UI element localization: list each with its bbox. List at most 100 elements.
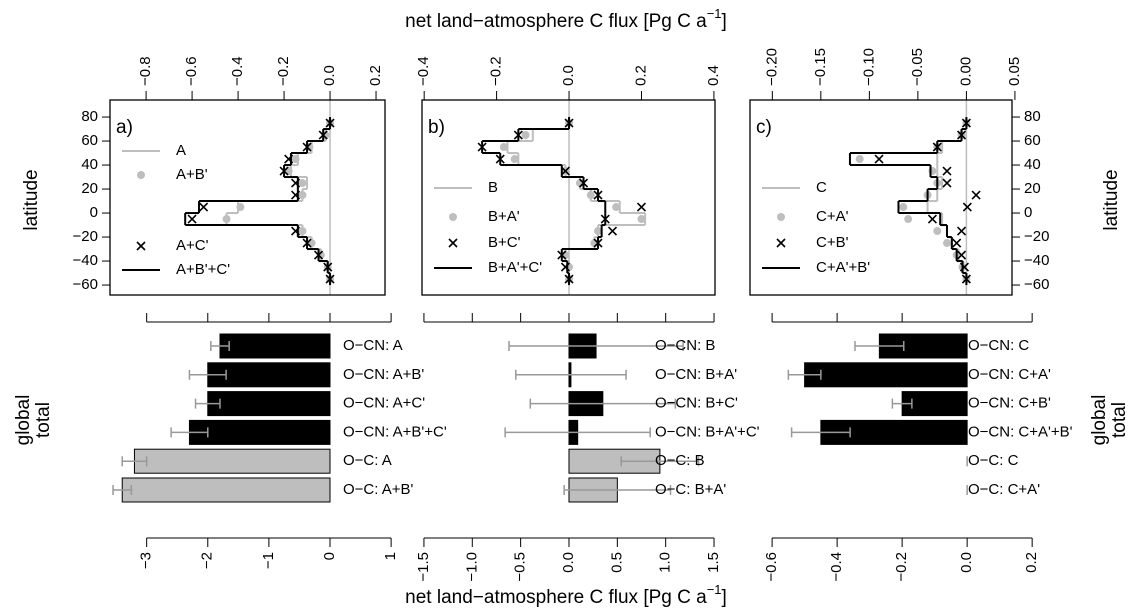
- point: [222, 215, 231, 224]
- point: [236, 203, 245, 212]
- legend-label: A+B': [176, 166, 208, 183]
- legend-label: A+B'+C': [176, 261, 230, 278]
- point: [612, 203, 621, 212]
- x-tick-label: −0.6: [763, 552, 780, 582]
- x-tick-label: −2: [199, 552, 216, 569]
- bar-label: O−CN: B+A'+C': [655, 423, 760, 440]
- x-tick-label: 0.2: [632, 65, 649, 86]
- x-tick-label: 0.0: [958, 552, 975, 573]
- bar-label: O−CN: A: [343, 337, 403, 354]
- legend-marker: [449, 213, 457, 221]
- y-axis-label: latitude: [1101, 169, 1122, 230]
- point: [199, 202, 209, 212]
- point: [499, 143, 508, 152]
- x-tick-label: −0.4: [229, 56, 246, 86]
- error-bar: [563, 485, 672, 495]
- legend-label: A+C': [176, 237, 209, 254]
- error-bar: [891, 398, 913, 409]
- x-tick-label: 0.2: [367, 65, 384, 86]
- bar-label: O−CN: C: [968, 337, 1029, 354]
- x-label-end: ]: [722, 11, 727, 32]
- point: [899, 203, 908, 212]
- bar-label: O−C: C: [968, 452, 1019, 469]
- y-tick-label: −40: [1024, 252, 1049, 269]
- bar: [901, 391, 968, 417]
- x-tick-label: 0: [321, 552, 338, 560]
- x-tick-label: −0.20: [763, 48, 780, 86]
- x-tick-label: −3: [138, 552, 155, 569]
- point: [971, 190, 981, 200]
- bar-label: O−CN: C+A'+B': [968, 423, 1073, 440]
- x-tick-label: 1.0: [657, 552, 674, 573]
- point: [855, 155, 864, 164]
- x-label-exp: −1: [707, 6, 722, 21]
- bar-label: O−C: B+A': [655, 481, 726, 498]
- y-tick-label: 40: [1024, 156, 1041, 173]
- y-axis-label: total: [1109, 402, 1130, 438]
- bar-label: O−CN: A+C': [343, 395, 425, 412]
- error-bar: [121, 456, 148, 467]
- legend-label: B: [488, 179, 498, 196]
- y-tick-label: −60: [1024, 276, 1049, 293]
- x-axis-label-bottom: net land−atmosphere C flux [Pg C a−1]: [405, 582, 727, 608]
- x-tick-label: −0.2: [893, 552, 910, 582]
- panel-label: c): [756, 117, 772, 138]
- bar: [121, 477, 331, 503]
- point: [521, 131, 530, 140]
- y-tick-label: 0: [90, 204, 98, 221]
- legend-marker: [776, 238, 786, 248]
- error-bar: [210, 341, 230, 351]
- bar-label: O−CN: B+A': [655, 366, 737, 383]
- bar: [188, 419, 331, 445]
- point: [510, 155, 519, 164]
- point: [927, 214, 937, 224]
- error-bar: [620, 456, 700, 467]
- x-tick-label: −0.05: [909, 48, 926, 86]
- panel-label: a): [116, 117, 133, 138]
- point: [637, 215, 646, 224]
- legend-marker: [777, 213, 785, 221]
- legend-marker: [448, 238, 458, 248]
- x-tick-label: 0.5: [608, 552, 625, 573]
- x-tick-label: −0.4: [415, 56, 432, 86]
- point: [904, 215, 913, 224]
- legend-marker: [137, 171, 145, 179]
- y-axis-label: latitude: [21, 169, 42, 230]
- point: [586, 191, 595, 200]
- x-tick-label: 0.05: [1006, 57, 1023, 86]
- x-label-exp: −1: [707, 582, 722, 597]
- bar-label: O−CN: C+B': [968, 395, 1051, 412]
- y-axis-label: total: [33, 402, 54, 438]
- y-axis-label: global: [13, 395, 34, 446]
- bar: [207, 391, 331, 417]
- x-tick-label: −0.6: [183, 56, 200, 86]
- point: [607, 226, 618, 236]
- error-bar: [504, 427, 651, 438]
- bar: [219, 333, 331, 359]
- x-axis-label-top: net land−atmosphere C flux [Pg C a−1]: [405, 6, 727, 32]
- error-bar: [787, 369, 822, 380]
- point: [594, 227, 603, 236]
- point: [956, 250, 967, 260]
- y-tick-label: 0: [1024, 204, 1032, 221]
- x-tick-label: −1: [260, 552, 277, 569]
- x-tick-label: 0.0: [560, 552, 577, 573]
- y-tick-label: 60: [81, 132, 98, 149]
- panel-label: b): [428, 117, 445, 138]
- plot-box: [749, 99, 1013, 296]
- x-tick-label: 0.4: [705, 65, 722, 86]
- bar-label: O−C: A: [343, 452, 392, 469]
- bar-label: O−CN: B+C': [655, 395, 738, 412]
- legend-label: C+A': [816, 208, 849, 225]
- y-tick-label: −60: [73, 276, 98, 293]
- bar-label: O−C: B: [655, 452, 705, 469]
- bar-label: O−CN: A+B'+C': [343, 423, 447, 440]
- y-tick-label: −40: [73, 252, 98, 269]
- x-tick-label: 0.2: [1023, 552, 1040, 573]
- x-tick-label: −0.2: [488, 56, 505, 86]
- bar: [804, 362, 968, 388]
- plot-box: [109, 99, 386, 296]
- y-axis-label: global: [1089, 395, 1110, 446]
